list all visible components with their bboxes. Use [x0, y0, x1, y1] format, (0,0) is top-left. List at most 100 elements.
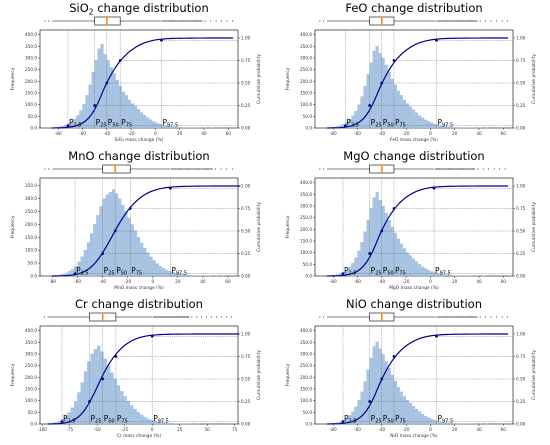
percentile-label: P97.5: [153, 414, 169, 425]
hist-bar: [134, 105, 137, 129]
xtick-label: -80: [330, 279, 337, 284]
xtick-label: -40: [378, 279, 385, 284]
ytick-label: 100.0: [300, 102, 312, 107]
hist-bar: [140, 242, 144, 277]
hist-bar: [155, 122, 159, 129]
hist-bar: [167, 126, 171, 129]
y-axis-label: Frequency: [10, 67, 16, 90]
percentile-marker: [341, 272, 345, 276]
panel-sio2: SiO2 change distribution P2.5 P25 P50 P75 P97…: [0, 0, 275, 148]
xtick-label: -60: [74, 279, 81, 284]
hist-bar: [424, 415, 428, 425]
cdf-line: [47, 333, 240, 425]
ytick-label: 400.0: [25, 32, 37, 37]
y2tick-label: 0.75: [516, 58, 526, 63]
hist-bar: [412, 109, 416, 129]
x-axis-label: NiO mass change (%): [390, 433, 438, 439]
hist-bar: [165, 269, 169, 277]
cdf-line: [52, 37, 234, 129]
ytick-label: 200.0: [300, 375, 312, 380]
xtick-label: 20: [177, 131, 183, 136]
hist-bar: [415, 261, 419, 277]
box-fliers: [319, 168, 506, 170]
hist-bar: [424, 268, 428, 277]
xtick-label: -80: [55, 131, 62, 136]
ytick-label: 400.0: [300, 180, 312, 185]
percentile-marker: [118, 59, 122, 62]
xtick-label: -80: [49, 279, 56, 284]
ytick-label: 300.0: [25, 352, 37, 357]
ytick-label: 200.0: [25, 222, 37, 227]
hist-bar: [149, 119, 153, 129]
histogram: [327, 46, 488, 129]
percentile-marker: [432, 186, 436, 190]
hist-bar: [161, 124, 165, 129]
hist-bar: [120, 391, 124, 425]
x-axis-label: MgO mass change (%): [389, 285, 439, 291]
hist-bar: [436, 124, 440, 129]
hist-bar: [162, 268, 166, 277]
hist-bar: [155, 263, 159, 277]
xtick-label: -100: [37, 427, 47, 432]
hist-bar: [77, 261, 81, 277]
hist-bar: [445, 126, 449, 129]
percentile-label: P25: [104, 266, 115, 277]
percentile-marker: [435, 38, 438, 42]
percentile-marker: [150, 334, 154, 338]
hist-bar: [375, 341, 379, 425]
hist-bar: [93, 349, 98, 425]
hist-bar: [418, 411, 422, 425]
hist-bar: [427, 270, 431, 277]
xtick-label: -20: [128, 131, 135, 136]
xtick-label: -80: [330, 131, 337, 136]
hist-bar: [427, 121, 431, 129]
hist-bar: [345, 418, 349, 425]
hist-bar: [436, 273, 440, 277]
percentile-label: P97.5: [437, 414, 453, 425]
hist-bar: [369, 358, 373, 425]
percentile-label: P50: [108, 118, 119, 129]
xtick-label: 25: [177, 427, 183, 432]
chart-cr: Cr change distribution P2.5 P25 P50 P75 P97.5…: [10, 297, 262, 439]
x-axis-label: SiO₂ mass change (%): [115, 137, 164, 143]
hist-bar: [93, 224, 97, 277]
hist-bar: [83, 250, 87, 277]
chart-title: MnO change distribution: [68, 149, 209, 163]
hist-bar: [166, 422, 170, 425]
y2tick-label: 0.75: [241, 206, 251, 211]
xtick-label: -60: [354, 427, 361, 432]
hist-bar: [351, 263, 355, 277]
hist-bar: [130, 224, 134, 277]
percentile-marker: [114, 355, 118, 358]
y2tick-label: 0.75: [516, 206, 526, 211]
cdf-line: [327, 37, 509, 129]
hist-bar: [146, 418, 150, 425]
hist-bar: [190, 275, 194, 277]
y2tick-label: 0.50: [516, 81, 526, 86]
percentile-marker: [380, 81, 384, 85]
hist-bar: [153, 420, 157, 425]
ytick-label: 0.0: [30, 422, 37, 427]
ytick-label: 250.0: [25, 209, 37, 214]
y-axis-label: Frequency: [10, 363, 16, 386]
ytick-label: 350.0: [25, 44, 37, 49]
histogram: [327, 191, 485, 277]
hist-bar: [127, 217, 131, 277]
y2tick-label: 0.25: [241, 251, 251, 256]
hist-bar: [133, 408, 137, 425]
xtick-label: 40: [200, 279, 206, 284]
hist-bar: [180, 274, 184, 277]
hist-bar: [71, 269, 75, 277]
hist-bar: [421, 117, 425, 129]
hist-bar: [173, 126, 177, 129]
hist-bar: [68, 271, 72, 277]
hist-bar: [348, 267, 352, 277]
hist-bar: [406, 103, 409, 129]
percentile-marker: [160, 38, 163, 42]
ytick-label: 300.0: [300, 204, 312, 209]
ytick-label: 0.0: [305, 126, 312, 131]
xtick-label: -40: [99, 279, 106, 284]
y-axis-label: Frequency: [10, 215, 16, 238]
ytick-label: 300.0: [25, 56, 37, 61]
xtick-label: 60: [501, 131, 507, 136]
